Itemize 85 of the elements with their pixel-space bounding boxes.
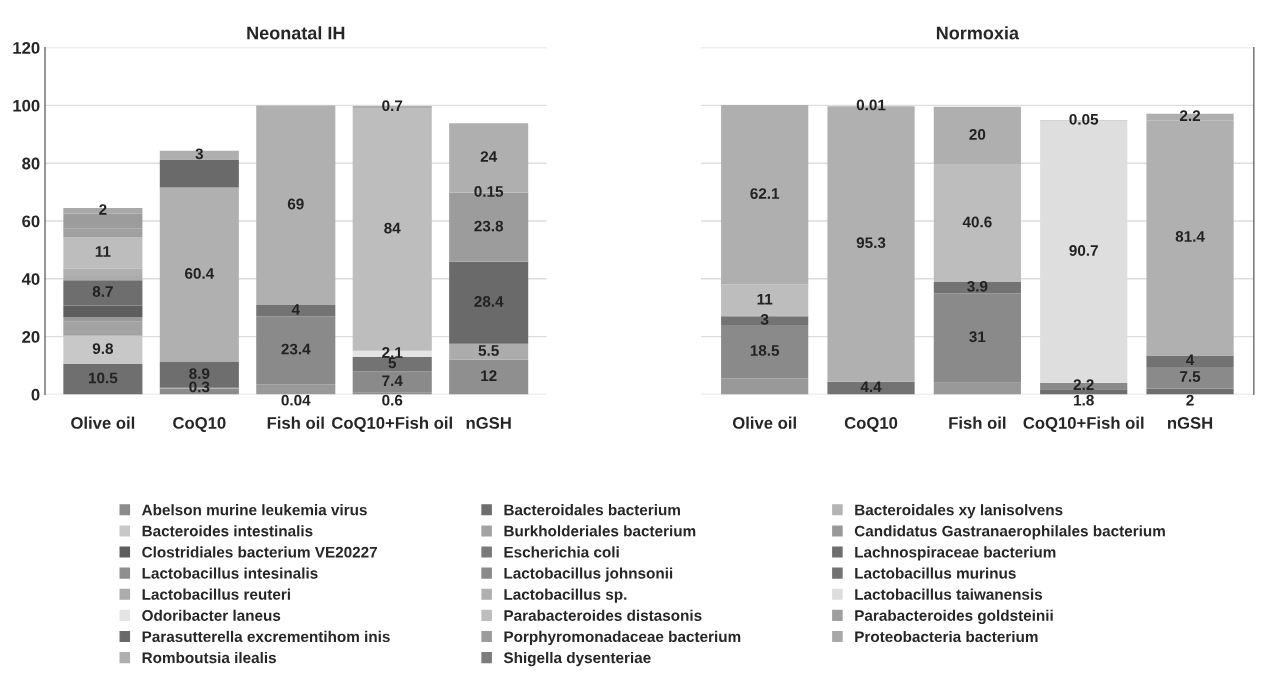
data-label: 7.5 — [1180, 371, 1201, 382]
legend-label: Porphyromonadaceae bacterium — [504, 630, 741, 646]
data-label: 90.7 — [1069, 245, 1098, 256]
data-label: 3 — [760, 313, 769, 325]
data-label: 0.04 — [281, 394, 311, 406]
data-label: 40.6 — [962, 216, 992, 228]
legend-label: Lactobacillus taiwanensis — [855, 588, 1043, 600]
legend-label: Candidatus Gastranaerophilales bacterium — [854, 525, 1165, 540]
data-label: 69 — [287, 198, 304, 210]
data-label: 84 — [384, 222, 401, 234]
legend-label: Burkholderiales bacterium — [504, 525, 696, 537]
x-tick-label: Fish oil — [267, 416, 324, 429]
legend-label: Lactobacillus reuteri — [142, 588, 290, 600]
y-tick-label: 120 — [13, 42, 40, 54]
data-label: 81.4 — [1175, 231, 1205, 242]
data-label: 3 — [195, 148, 204, 160]
legend-label: Parabacteroides goldsteinii — [855, 609, 1053, 625]
legend-label: Odoribacter laneus — [142, 609, 281, 621]
data-label: 28.4 — [474, 296, 504, 307]
data-label: 0.01 — [856, 99, 886, 111]
legend-label: Clostridiales bacterium VE20227 — [142, 546, 377, 558]
x-tick-label: CoQ10+Fish oil — [332, 416, 452, 432]
data-label: 20 — [969, 129, 986, 140]
data-label: 9.8 — [92, 343, 114, 354]
data-label: 5.5 — [478, 345, 499, 356]
legend-label: Bacteroides intestinalis — [142, 525, 313, 537]
data-label: 7.4 — [382, 375, 403, 386]
x-tick-label: nGSH — [1168, 417, 1213, 429]
legend-label: Escherichia coli — [504, 546, 619, 558]
x-tick-label: CoQ10 — [844, 417, 898, 432]
x-tick-label: CoQ10+Fish oil — [1023, 416, 1144, 432]
data-label: 1.8 — [1074, 394, 1094, 406]
data-label: 2.2 — [1179, 110, 1201, 121]
data-label: 4.4 — [860, 381, 882, 392]
data-label: 62.1 — [750, 188, 780, 199]
data-label: 5 — [388, 357, 397, 369]
chart-title: Neonatal IH — [247, 26, 345, 40]
legend-label: Parasutterella excrementihom inis — [142, 630, 390, 643]
legend-label: Proteobacteria bacterium — [855, 630, 1038, 643]
data-label: 2 — [1186, 394, 1194, 406]
data-label: 8.7 — [92, 286, 113, 297]
legend-label: Lactobacillus johnsonii — [504, 567, 673, 582]
y-tick-label: 20 — [22, 331, 40, 343]
x-tick-label: Olive oil — [71, 416, 135, 429]
legend-label: Abelson murine leukemia virus — [141, 504, 367, 516]
data-label: 23.4 — [281, 343, 311, 355]
x-tick-label: nGSH — [466, 417, 511, 429]
data-label: 0.7 — [382, 100, 403, 112]
data-label: 4 — [1186, 354, 1195, 366]
data-label: 12 — [481, 370, 497, 382]
legend-label: Bacteroidales bacterium — [504, 504, 680, 516]
data-label: 11 — [757, 293, 773, 305]
legend-label: Lactobacillus murinus — [855, 567, 1016, 579]
legend-label: Lachnospiraceae bacterium — [855, 546, 1056, 561]
legend-label: Romboutsia ilealis — [142, 651, 276, 664]
data-label: 31 — [969, 331, 986, 343]
chart-title: Normoxia — [936, 26, 1020, 40]
data-label: 0.6 — [382, 394, 403, 406]
y-tick-label: 100 — [13, 99, 40, 112]
data-label: 4 — [291, 304, 300, 315]
data-label: 95.3 — [856, 237, 886, 249]
data-label: 3.9 — [967, 280, 988, 292]
data-label: 60.4 — [185, 268, 215, 279]
data-label: 2.1 — [382, 347, 403, 358]
data-label: 11 — [95, 246, 111, 257]
data-label: 10.5 — [88, 372, 118, 384]
legend-label: Bacteroidales xy lanisolvens — [855, 504, 1063, 519]
y-tick-label: 60 — [22, 215, 40, 228]
data-label: 0.15 — [474, 186, 504, 197]
y-tick-label: 40 — [21, 273, 40, 285]
legend-label: Lactobacillus sp. — [504, 588, 627, 603]
legend-label: Shigella dysenteriae — [503, 651, 651, 667]
data-label: 24 — [480, 151, 498, 162]
y-tick-label: 80 — [22, 157, 40, 170]
x-tick-label: CoQ10 — [173, 417, 226, 432]
y-tick-label: 0 — [31, 388, 40, 401]
x-tick-label: Olive oil — [732, 416, 796, 429]
legend-label: Parabacteroides distasonis — [504, 609, 702, 621]
data-label: 8.9 — [189, 368, 210, 379]
data-label: 0.3 — [189, 381, 210, 393]
data-label: 23.8 — [474, 220, 504, 232]
data-label: 0.05 — [1069, 113, 1099, 125]
x-tick-label: Fish oil — [949, 416, 1006, 429]
legend-label: Lactobacillus intesinalis — [142, 567, 318, 579]
data-label: 18.5 — [750, 345, 780, 356]
